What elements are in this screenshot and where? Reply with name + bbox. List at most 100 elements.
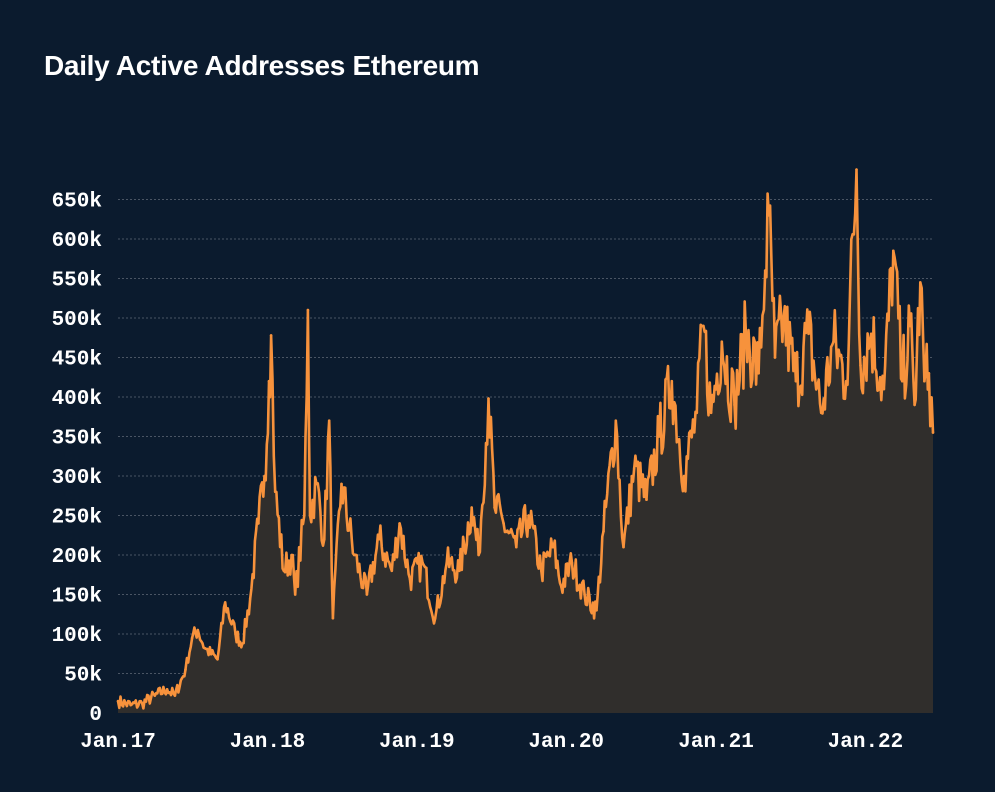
x-tick-label: Jan.19 — [379, 731, 455, 754]
data-point — [331, 616, 335, 620]
data-point — [433, 616, 437, 620]
data-point — [129, 703, 132, 707]
data-point — [882, 387, 886, 391]
data-point — [273, 490, 277, 494]
y-tick-label: 0 — [89, 704, 102, 727]
data-point — [583, 593, 586, 596]
data-point — [832, 340, 835, 344]
data-point — [919, 281, 922, 284]
data-point — [390, 569, 394, 573]
data-point — [844, 379, 848, 383]
data-point — [377, 537, 381, 541]
data-point — [552, 545, 555, 549]
data-point — [702, 324, 705, 328]
data-point — [327, 419, 331, 423]
data-point — [901, 379, 904, 383]
data-point — [763, 269, 767, 272]
data-point — [782, 316, 785, 320]
y-tick-label: 500k — [52, 309, 102, 332]
y-tick-label: 350k — [52, 428, 102, 451]
data-point — [720, 340, 724, 344]
data-point — [632, 466, 636, 470]
data-point — [184, 668, 187, 671]
data-point — [340, 482, 343, 486]
data-point — [892, 249, 895, 253]
data-point — [602, 530, 605, 533]
data-point — [269, 334, 273, 337]
data-point — [908, 324, 912, 328]
data-point — [323, 537, 326, 541]
data-point — [855, 168, 858, 171]
data-point — [365, 593, 369, 596]
x-tick-label: Jan.21 — [678, 731, 754, 754]
y-tick-label: 250k — [52, 507, 102, 530]
data-point — [923, 379, 926, 383]
data-point — [614, 419, 618, 423]
line-layer — [116, 168, 935, 710]
data-point — [203, 646, 207, 650]
y-tick-label: 400k — [52, 388, 102, 411]
data-point — [303, 514, 306, 517]
data-point — [267, 379, 271, 383]
data-point — [352, 553, 356, 557]
data-point — [744, 332, 748, 336]
y-tick-label: 50k — [64, 665, 102, 688]
data-point — [196, 628, 200, 632]
data-point — [733, 403, 736, 407]
data-point — [308, 514, 312, 517]
data-point — [248, 597, 252, 600]
data-point — [709, 411, 713, 415]
data-point — [282, 569, 286, 573]
data-point — [560, 585, 563, 588]
data-point — [216, 658, 219, 661]
data-point — [421, 561, 424, 565]
y-axis: 0 50k 100k 150k 200k 250k 300k 350k 400k 450k 500k… — [52, 191, 102, 728]
data-point — [670, 379, 674, 383]
data-point — [223, 601, 227, 604]
data-point — [757, 372, 760, 375]
y-tick-label: 300k — [52, 467, 102, 490]
data-point — [540, 569, 543, 573]
data-point — [794, 379, 798, 383]
x-tick-label: Jan.20 — [528, 731, 604, 754]
chart-title: Daily Active Addresses Ethereum — [44, 50, 480, 81]
data-point — [807, 332, 810, 336]
data-point — [645, 498, 648, 502]
data-point — [913, 403, 916, 407]
data-point — [458, 569, 461, 573]
data-point — [234, 632, 237, 636]
y-tick-label: 450k — [52, 349, 102, 372]
data-point — [682, 474, 686, 478]
data-point — [927, 372, 931, 375]
y-tick-label: 200k — [52, 546, 102, 569]
data-point — [502, 522, 505, 525]
data-point — [869, 332, 873, 336]
data-point — [293, 593, 297, 596]
data-point — [695, 411, 699, 415]
data-point — [290, 553, 293, 557]
data-point — [190, 636, 194, 640]
data-point — [257, 522, 260, 525]
data-point — [153, 694, 157, 697]
data-point — [622, 545, 625, 549]
data-point — [767, 214, 771, 217]
x-tick-label: Jan.22 — [828, 731, 904, 754]
data-point — [493, 506, 496, 509]
data-point — [165, 688, 169, 691]
data-point — [773, 356, 777, 359]
data-point — [116, 699, 120, 703]
data-point — [657, 435, 661, 438]
data-point — [859, 364, 862, 367]
data-point — [527, 514, 530, 517]
y-tick-label: 600k — [52, 230, 102, 253]
y-tick-label: 650k — [52, 191, 102, 214]
data-point — [487, 397, 490, 400]
data-point — [477, 553, 480, 557]
data-point — [140, 702, 144, 705]
data-point — [570, 561, 574, 565]
data-point — [263, 474, 266, 478]
series-area — [118, 169, 933, 713]
y-tick-label: 150k — [52, 586, 102, 609]
data-point — [445, 561, 449, 565]
